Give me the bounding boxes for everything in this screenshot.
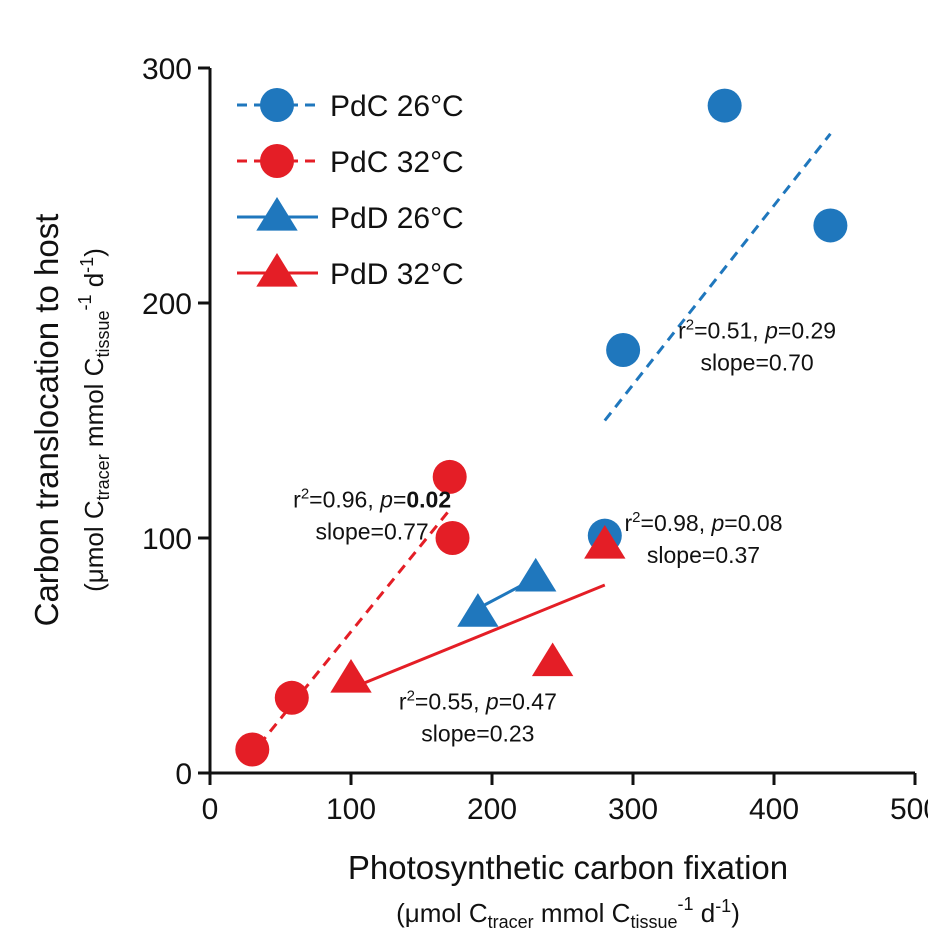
fit-annotations: r2=0.51, p=0.29 slope=0.70 r2=0.96, p=0.02… bbox=[293, 316, 836, 746]
slope-label: slope=0.23 bbox=[421, 721, 534, 747]
y-tick-label: 300 bbox=[142, 53, 192, 86]
y-axis-title: Carbon translocation to host bbox=[28, 214, 65, 627]
data-point-series-1 bbox=[435, 521, 470, 555]
data-point-series-0 bbox=[606, 333, 641, 367]
x-tick-label: 0 bbox=[202, 793, 219, 826]
legend-marker bbox=[260, 88, 294, 122]
fit-line-series-0 bbox=[603, 132, 832, 422]
axes bbox=[208, 68, 915, 775]
legend-label: PdC 26°C bbox=[330, 90, 464, 123]
fit-line-series-3 bbox=[350, 583, 606, 690]
fit-stats-label: r2=0.55, p=0.47 bbox=[399, 688, 557, 715]
x-tick-label: 500 bbox=[890, 793, 928, 826]
legend-marker bbox=[256, 252, 298, 287]
slope-label: slope=0.70 bbox=[700, 349, 813, 375]
x-tick-label: 100 bbox=[326, 793, 376, 826]
legend-marker bbox=[256, 196, 298, 231]
data-point-series-2 bbox=[515, 557, 557, 592]
data-point-series-1 bbox=[274, 680, 309, 715]
x-axis-title: Photosynthetic carbon fixation bbox=[348, 849, 788, 886]
ticks: 0 100 200 300 400 500 0 100 200 300 bbox=[142, 53, 928, 826]
data-point-series-3 bbox=[531, 642, 574, 677]
data-point-series-3 bbox=[330, 658, 372, 693]
data-point-series-0 bbox=[813, 208, 848, 243]
x-axis-units: (μmol Ctracer mmol Ctissue-1 d-1) bbox=[396, 894, 740, 932]
data-point-series-1 bbox=[432, 459, 467, 494]
fit-stats-label: r2=0.51, p=0.29 bbox=[678, 316, 836, 343]
data-point-series-1 bbox=[235, 732, 270, 767]
legend-label: PdD 26°C bbox=[330, 202, 464, 235]
legend: PdC 26°C PdC 32°C PdD 26°C PdD 32°C bbox=[237, 88, 464, 291]
fit-stats-label: r2=0.96, p=0.02 bbox=[293, 485, 451, 512]
y-tick-label: 100 bbox=[142, 523, 192, 556]
data-point-series-2 bbox=[457, 593, 499, 627]
y-tick-label: 200 bbox=[142, 288, 192, 321]
x-tick-label: 400 bbox=[749, 793, 799, 826]
x-tick-label: 300 bbox=[608, 793, 658, 826]
slope-label: slope=0.37 bbox=[647, 542, 760, 568]
legend-label: PdD 32°C bbox=[330, 258, 464, 291]
data-point-series-0 bbox=[707, 88, 742, 123]
fit-stats-label: r2=0.98, p=0.08 bbox=[625, 509, 783, 536]
legend-marker bbox=[260, 144, 294, 178]
y-axis-units: (μmol Ctracer mmol Ctissue-1 d-1) bbox=[75, 248, 113, 592]
x-tick-label: 200 bbox=[467, 793, 517, 826]
slope-label: slope=0.77 bbox=[316, 518, 429, 544]
legend-label: PdC 32°C bbox=[330, 146, 464, 179]
data-point-series-3 bbox=[584, 525, 626, 559]
y-tick-label: 0 bbox=[175, 758, 192, 791]
data-points bbox=[235, 88, 848, 767]
